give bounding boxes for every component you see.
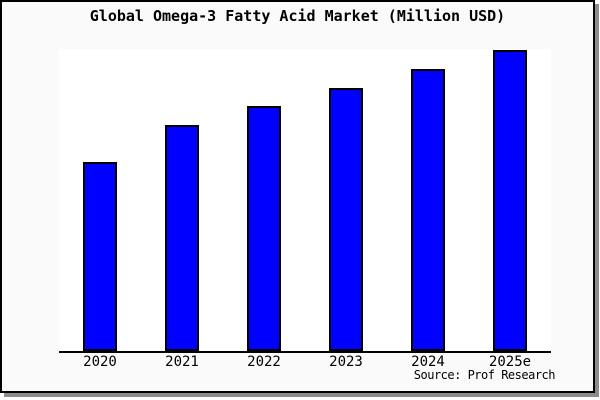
- x-tick-label-2022: 2022: [247, 354, 281, 370]
- bar-slot-2023: [305, 88, 387, 351]
- bar-slot-2022: [223, 106, 305, 351]
- bar-2021: [165, 125, 199, 351]
- x-tick-label-2023: 2023: [329, 354, 363, 370]
- x-tick-label-2020: 2020: [83, 354, 117, 370]
- bar-2024: [411, 69, 445, 351]
- bar-slot-2021: [141, 125, 223, 351]
- bar-slot-2025e: [469, 50, 551, 351]
- bar-2020: [83, 162, 117, 351]
- bar-2023: [329, 88, 363, 351]
- chart-card: Global Omega-3 Fatty Acid Market (Millio…: [0, 0, 595, 393]
- x-tick-label-2025e: 2025e: [488, 354, 532, 370]
- source-note: Source: Prof Research: [413, 368, 556, 382]
- bar-2022: [247, 106, 281, 351]
- bar-2025e: [493, 50, 527, 351]
- bar-slot-2024: [387, 69, 469, 351]
- plot-area: [59, 49, 551, 351]
- x-axis-line: [59, 351, 551, 353]
- x-axis-labels: 2020 2021 2022 2023 2024 2025e: [59, 354, 551, 370]
- x-tick-label-2021: 2021: [165, 354, 199, 370]
- bar-slot-2020: [59, 162, 141, 351]
- chart-title: Global Omega-3 Fatty Acid Market (Millio…: [89, 7, 506, 25]
- x-tick-label-2024: 2024: [411, 354, 445, 370]
